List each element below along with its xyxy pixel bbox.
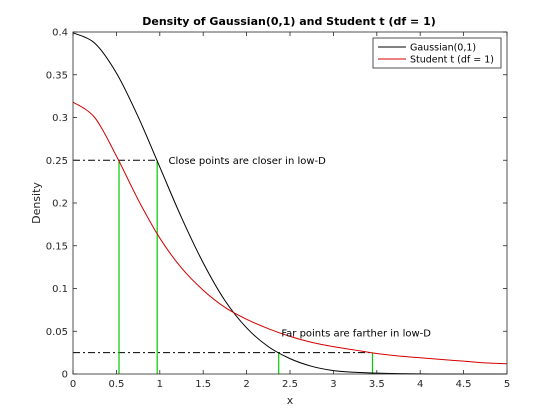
y-tick-label-5: 0.25: [46, 156, 68, 167]
y-axis-label: Density: [30, 182, 43, 224]
x-tick-label-9: 4.5: [456, 379, 472, 390]
x-tick-label-4: 2: [243, 379, 249, 390]
annotations: Close points are closer in low-D Far poin…: [168, 156, 431, 340]
x-tick-label-8: 4: [417, 379, 423, 390]
y-tick-label-6: 0.3: [52, 113, 68, 124]
y-tick-label-1: 0.05: [46, 327, 68, 338]
vertical-markers: [118, 160, 374, 374]
x-tick-label-6: 3: [330, 379, 336, 390]
y-tick-label-7: 0.35: [46, 70, 68, 81]
x-tick-label-0: 0: [70, 379, 76, 390]
legend-label-1: Student t (df = 1): [410, 55, 494, 66]
y-tick-label-3: 0.15: [46, 241, 68, 252]
x-tick-label-1: 0.5: [108, 379, 124, 390]
plot-area: [73, 32, 507, 374]
x-tick-label-3: 1.5: [195, 379, 211, 390]
reference-lines: [73, 159, 373, 354]
x-tick-label-10: 5: [504, 379, 510, 390]
y-tick-label-0: 0: [62, 370, 68, 381]
x-axis-ticks: 0 0.5 1 1.5 2 2.5 3 3.5 4 4.5 5: [70, 32, 510, 390]
legend-box: [372, 37, 502, 69]
legend: Gaussian(0,1)Student t (df = 1): [372, 37, 502, 69]
legend-label-0: Gaussian(0,1): [410, 43, 476, 54]
y-axis-ticks: 0 0.05 0.1 0.15 0.2 0.25 0.3 0.35 0.4: [46, 28, 507, 381]
annotation-0: Close points are closer in low-D: [168, 156, 326, 167]
x-axis-label: x: [287, 394, 294, 407]
x-tick-label-5: 2.5: [282, 379, 298, 390]
y-tick-label-8: 0.4: [52, 28, 68, 39]
plot-background: [73, 32, 507, 374]
x-tick-label-2: 1: [157, 379, 163, 390]
y-tick-label-2: 0.1: [52, 284, 68, 295]
annotation-1: Far points are farther in low-D: [281, 328, 431, 339]
y-tick-label-4: 0.2: [52, 199, 68, 210]
x-tick-label-7: 3.5: [369, 379, 385, 390]
chart-title: Density of Gaussian(0,1) and Student t (…: [142, 15, 436, 28]
series-line-1: [72, 101, 508, 365]
